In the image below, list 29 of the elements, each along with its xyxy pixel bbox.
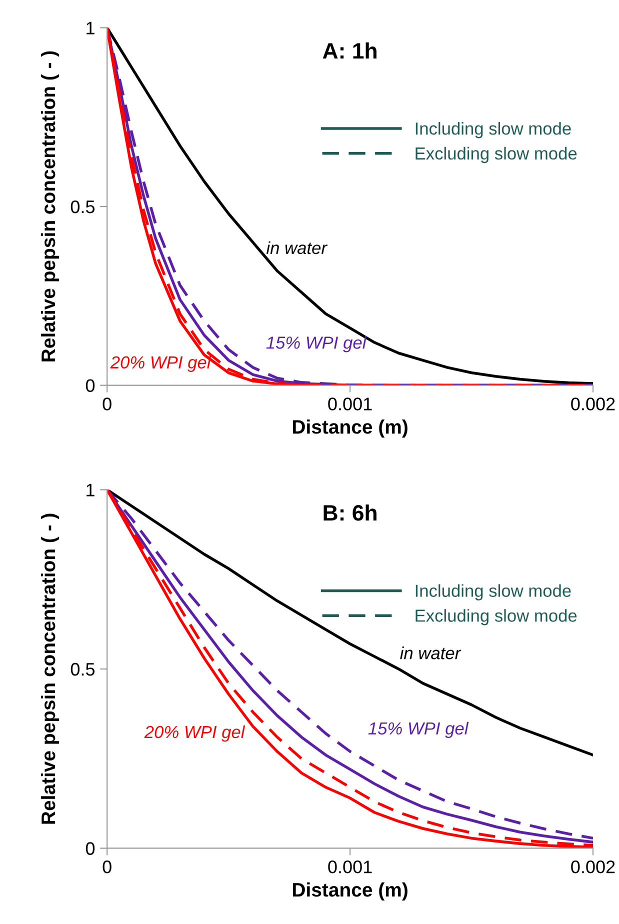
x-tick-label: 0.002 <box>571 860 615 874</box>
y-tick-label: 0.5 <box>70 662 95 676</box>
x-tick-label: 0.001 <box>328 398 372 410</box>
x-tick-label: 0 <box>102 398 112 410</box>
text: A: 1h <box>322 42 376 58</box>
annotation: 15% WPI gel <box>266 336 367 352</box>
annotation: 20% WPI gel <box>110 356 212 372</box>
annotation: 15% WPI gel <box>368 722 469 738</box>
line-series <box>107 490 593 756</box>
y-tick-label: 1 <box>86 484 94 496</box>
annotation: Including slow mode <box>416 584 571 600</box>
x-tick-label: 0 <box>102 860 112 874</box>
annotation: Excluding slow mode <box>416 609 577 626</box>
y-axis-title: Relative pepsin concentration ( - ) <box>40 514 60 824</box>
y-tick-label: 1 <box>86 22 94 34</box>
annotation: in water <box>266 241 328 254</box>
annotation: Excluding slow mode <box>416 146 577 164</box>
x-tick-label: 0.002 <box>571 398 615 410</box>
y-tick-label: 0.5 <box>70 200 95 214</box>
y-axis-title: Relative pepsin concentration ( - ) <box>40 51 60 362</box>
annotation: 20% WPI gel <box>144 725 246 742</box>
annotation: Including slow mode <box>416 122 571 138</box>
x-axis-title: Distance (m) <box>293 420 408 438</box>
text: B: 6h <box>324 504 376 521</box>
y-tick-label: 0 <box>86 842 95 855</box>
annotation: in water <box>400 646 462 660</box>
x-tick-label: 0.001 <box>328 860 372 874</box>
x-axis-title: Distance (m) <box>293 882 408 901</box>
y-tick-label: 0 <box>86 379 95 392</box>
